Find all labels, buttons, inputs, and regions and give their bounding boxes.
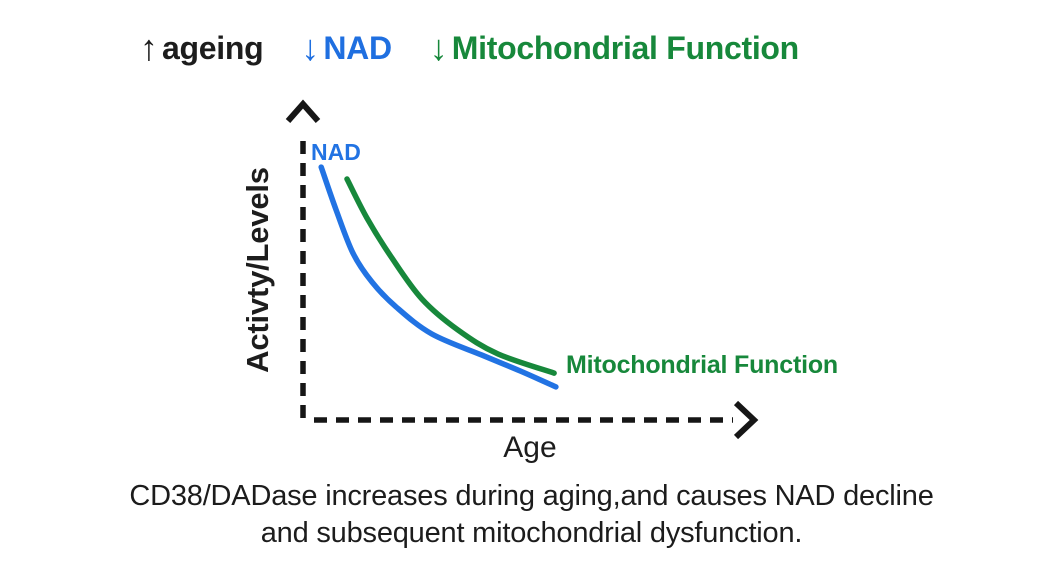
curves-group [318, 164, 559, 390]
header-legend: ↑ ageing ↓ NAD ↓ Mitochondrial Function [140, 28, 799, 68]
caption-line-1: CD38/DADase increases during aging,and c… [129, 480, 934, 512]
down-arrow-icon: ↓ [429, 27, 448, 68]
curve-nad [318, 164, 559, 390]
up-arrow-icon: ↑ [140, 27, 158, 68]
y-axis-label-wrap: Activty/Levels [222, 118, 294, 422]
nad-curve-label: NAD [311, 139, 361, 165]
legend-nad-label: NAD [323, 30, 392, 66]
legend-mitochondrial-label: Mitochondrial Function [451, 30, 799, 66]
legend-ageing: ↑ ageing [140, 27, 264, 68]
curve-mito [344, 176, 557, 376]
y-axis-arrowhead-icon [285, 99, 321, 123]
x-axis-arrowhead-icon [733, 400, 759, 440]
y-axis-label: Activty/Levels [240, 167, 276, 373]
caption: CD38/DADase increases during aging,and c… [0, 478, 1063, 552]
x-axis-label: Age [503, 431, 557, 464]
legend-ageing-label: ageing [162, 30, 264, 66]
mitochondrial-curve-label: Mitochondrial Function [566, 351, 838, 379]
down-arrow-icon: ↓ [301, 27, 320, 68]
legend-nad: ↓ NAD [301, 27, 392, 68]
legend-mitochondrial: ↓ Mitochondrial Function [430, 28, 799, 68]
caption-line-2: and subsequent mitochondrial dysfunction… [260, 517, 803, 549]
